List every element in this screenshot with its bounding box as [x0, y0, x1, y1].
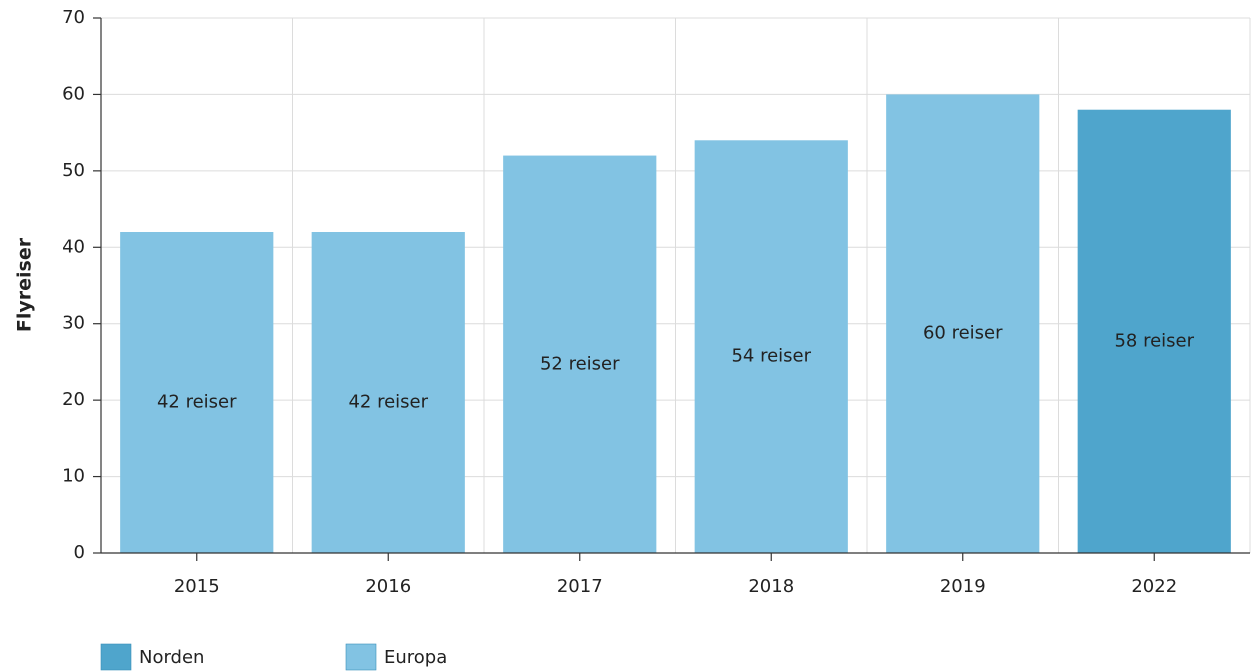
legend-swatch: [100, 643, 132, 671]
data-label: 42 reiser: [348, 392, 428, 413]
x-tick-label: 2019: [940, 576, 986, 597]
bar: [120, 232, 274, 553]
y-tick-label: 30: [62, 313, 85, 334]
bar: [503, 155, 657, 554]
bar: [311, 232, 465, 553]
y-tick-label: 10: [62, 466, 85, 487]
data-label: 60 reiser: [923, 323, 1003, 344]
data-label: 42 reiser: [157, 392, 237, 413]
y-tick-label: 0: [74, 542, 85, 563]
y-tick-label: 60: [62, 83, 85, 104]
y-tick-label: 40: [62, 236, 85, 257]
x-tick-label: 2017: [557, 576, 603, 597]
data-label: 54 reiser: [731, 346, 811, 367]
legend-label: Europa: [384, 647, 447, 668]
x-tick-label: 2015: [174, 576, 220, 597]
y-tick-label: 20: [62, 389, 85, 410]
bar: [694, 140, 848, 554]
x-tick-label: 2022: [1131, 576, 1177, 597]
y-axis-label: Flyreiser: [14, 237, 36, 332]
x-tick-label: 2018: [748, 576, 794, 597]
legend-label: Norden: [139, 647, 204, 668]
data-label: 52 reiser: [540, 353, 620, 374]
y-tick-label: 50: [62, 160, 85, 181]
bar: [1077, 109, 1231, 553]
bar: [886, 94, 1040, 553]
y-tick-label: 70: [62, 7, 85, 28]
legend-swatch: [345, 643, 377, 671]
data-label: 58 reiser: [1114, 330, 1194, 351]
x-tick-label: 2016: [365, 576, 411, 597]
